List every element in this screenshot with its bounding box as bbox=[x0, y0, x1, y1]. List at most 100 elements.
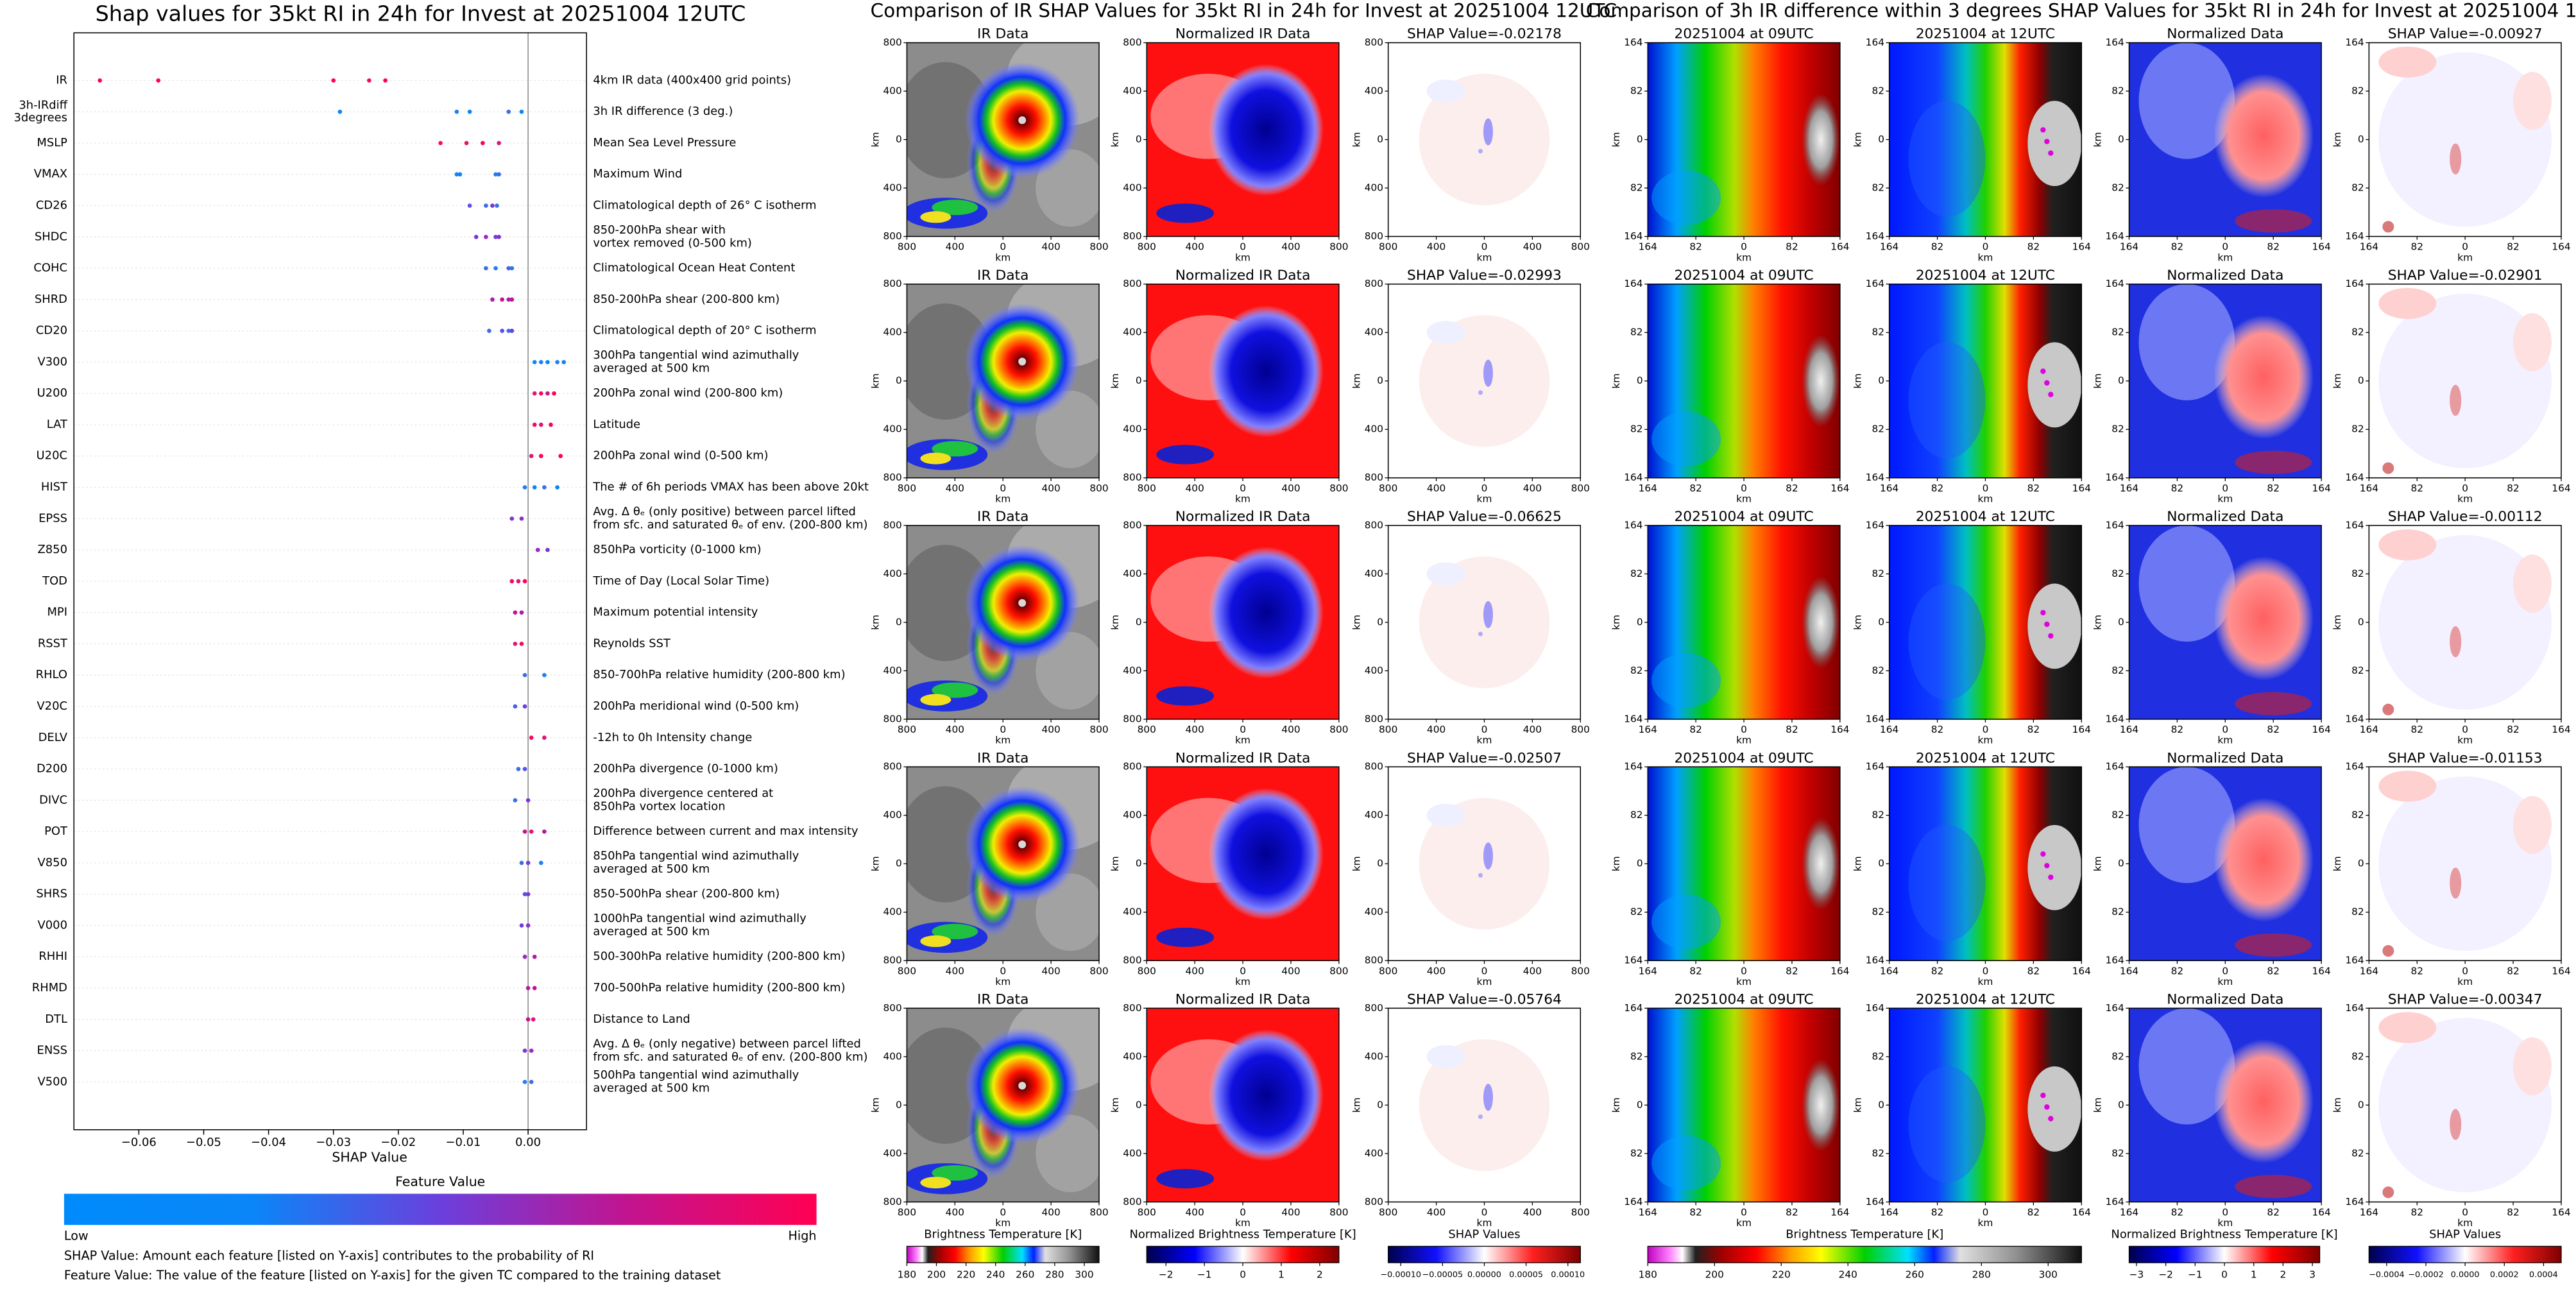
y-tick-label: 164 bbox=[1866, 230, 1884, 242]
y-axis-label: km bbox=[1852, 373, 1864, 389]
x-tick-label: 164 bbox=[2360, 965, 2378, 977]
feature-description: Climatological depth of 20° C isotherm bbox=[593, 324, 816, 337]
x-tick-label: 82 bbox=[2171, 241, 2184, 253]
y-tick-label: 0 bbox=[1637, 133, 1643, 145]
colorbar bbox=[2368, 1245, 2562, 1263]
y-tick-label: 82 bbox=[2351, 423, 2364, 435]
y-tick-label: 164 bbox=[1866, 472, 1884, 483]
x-axis-label: km bbox=[1235, 493, 1250, 505]
y-tick-label: 400 bbox=[1365, 568, 1383, 579]
y-tick-label: 400 bbox=[883, 182, 901, 194]
feature-label: U200 bbox=[37, 386, 67, 400]
x-tick-label: 0 bbox=[1000, 965, 1006, 977]
shap-dot bbox=[487, 329, 491, 333]
x-tick-label: −0.02 bbox=[380, 1136, 416, 1149]
x-tick-label: 164 bbox=[2120, 482, 2138, 494]
feature-description: Mean Sea Level Pressure bbox=[593, 136, 736, 149]
y-tick-label: 0 bbox=[896, 616, 902, 627]
x-axis-label: km bbox=[1736, 493, 1752, 505]
y-tick-label: 164 bbox=[1624, 761, 1642, 773]
y-tick-label: 164 bbox=[2106, 230, 2124, 242]
x-tick-label: 800 bbox=[1571, 724, 1590, 735]
x-tick-label: 800 bbox=[1089, 965, 1108, 977]
feature-description: averaged at 500 km bbox=[593, 1082, 710, 1095]
image-title: SHAP Value=-0.02901 bbox=[2388, 268, 2543, 284]
shap-dot bbox=[457, 172, 463, 177]
heatmap-image bbox=[2129, 1008, 2322, 1202]
x-axis-label: km bbox=[995, 493, 1011, 505]
shap-dot bbox=[467, 203, 472, 208]
y-tick-label: 0 bbox=[2358, 133, 2364, 145]
feature-label: ENSS bbox=[37, 1044, 67, 1057]
shap-dot bbox=[525, 860, 531, 866]
shap-dot bbox=[542, 829, 547, 834]
colorbar-tick-label: 2 bbox=[1317, 1269, 1323, 1281]
feature-label: LAT bbox=[47, 418, 67, 431]
x-tick-label: 0 bbox=[1000, 241, 1006, 253]
x-tick-label: 164 bbox=[2312, 482, 2330, 494]
y-axis-label: km bbox=[2092, 132, 2103, 148]
shap-dot bbox=[497, 141, 501, 146]
shap-dot bbox=[522, 704, 527, 709]
x-tick-label: 164 bbox=[1830, 1206, 1849, 1218]
x-axis-label: km bbox=[1477, 252, 1492, 263]
y-tick-label: 400 bbox=[1123, 906, 1141, 918]
x-tick-label: 400 bbox=[946, 965, 964, 977]
x-tick-label: 164 bbox=[1880, 482, 1898, 494]
x-tick-label: 82 bbox=[1689, 241, 1702, 253]
y-tick-label: 82 bbox=[1872, 85, 1884, 97]
shap-dot bbox=[525, 798, 531, 803]
colorbar bbox=[2128, 1245, 2321, 1263]
feature-label: SHRD bbox=[35, 293, 67, 306]
y-axis-label: km bbox=[869, 373, 881, 389]
x-tick-label: 400 bbox=[1281, 1206, 1300, 1218]
y-tick-label: 0 bbox=[2118, 616, 2124, 627]
x-tick-label: 800 bbox=[1379, 482, 1397, 494]
y-tick-label: 164 bbox=[1624, 519, 1642, 531]
x-tick-label: 800 bbox=[1571, 482, 1590, 494]
shap-dot bbox=[509, 297, 515, 302]
heatmap-image bbox=[2369, 767, 2561, 961]
y-tick-label: 164 bbox=[2106, 472, 2124, 483]
y-axis-label: km bbox=[2332, 132, 2343, 148]
x-tick-label: 164 bbox=[2072, 965, 2091, 977]
shap-dot bbox=[522, 485, 527, 490]
x-tick-label: 164 bbox=[2360, 1206, 2378, 1218]
y-tick-label: 800 bbox=[883, 1002, 901, 1014]
colorbar-tick-label: −0.00010 bbox=[1380, 1270, 1421, 1280]
colorbar-tick-label: 300 bbox=[1075, 1269, 1093, 1281]
image-title: Normalized Data bbox=[2167, 268, 2283, 284]
feature-description: from sfc. and saturated θₑ of env. (200-… bbox=[593, 518, 867, 532]
y-tick-label: 164 bbox=[1866, 519, 1884, 531]
panel-title: Comparison of IR SHAP Values for 35kt RI… bbox=[871, 0, 1617, 21]
x-tick-label: 0 bbox=[2462, 965, 2468, 977]
y-axis-label: km bbox=[1610, 373, 1622, 389]
image-title: SHAP Value=-0.01153 bbox=[2388, 750, 2543, 766]
x-tick-label: 82 bbox=[2507, 1206, 2520, 1218]
y-tick-label: 800 bbox=[1365, 37, 1383, 48]
feature-label: HIST bbox=[41, 481, 67, 494]
x-tick-label: 800 bbox=[898, 241, 916, 253]
shap-dot bbox=[532, 986, 537, 991]
shap-dot bbox=[519, 516, 524, 521]
x-tick-label: 0 bbox=[2462, 724, 2468, 735]
x-tick-label: 82 bbox=[2267, 724, 2280, 735]
y-tick-label: 82 bbox=[1630, 85, 1643, 97]
x-tick-label: 0 bbox=[1983, 965, 1989, 977]
x-tick-label: 82 bbox=[2027, 965, 2040, 977]
y-tick-label: 800 bbox=[883, 230, 901, 242]
x-tick-label: 400 bbox=[1041, 241, 1060, 253]
shap-dot bbox=[522, 767, 527, 771]
x-tick-label: 0 bbox=[1983, 1206, 1989, 1218]
x-tick-label: 164 bbox=[2120, 965, 2138, 977]
x-axis-label: km bbox=[1736, 976, 1752, 987]
x-tick-label: 0 bbox=[2222, 241, 2228, 253]
y-axis-label: km bbox=[1351, 373, 1363, 389]
y-axis-label: km bbox=[869, 856, 881, 871]
feature-label: RHHI bbox=[38, 950, 67, 963]
heatmap-image bbox=[2129, 767, 2322, 961]
colorbar-tick-label: −0.0002 bbox=[2408, 1270, 2443, 1280]
y-tick-label: 82 bbox=[2351, 1050, 2364, 1062]
x-tick-label: 0 bbox=[1983, 482, 1989, 494]
y-tick-label: 164 bbox=[1866, 761, 1884, 773]
